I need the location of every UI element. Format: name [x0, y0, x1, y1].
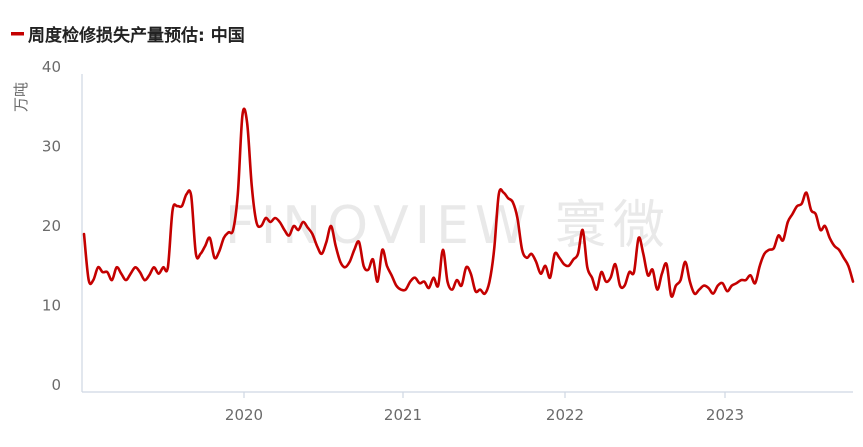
watermark-text: FINOVIEW 寰微 [225, 196, 671, 256]
watermark: FINOVIEW 寰微 [225, 196, 671, 256]
legend-swatch [11, 32, 24, 36]
x-tick-label: 2022 [546, 406, 584, 424]
legend-label: 周度检修损失产量预估: 中国 [28, 25, 245, 46]
y-axis-label: 万吨 [12, 82, 30, 112]
y-tick-label: 20 [42, 217, 61, 235]
x-axis: 2020 2021 2022 2023 [225, 392, 744, 424]
legend: 周度检修损失产量预估: 中国 [11, 25, 245, 46]
series-line [82, 107, 855, 298]
x-tick-label: 2020 [225, 406, 263, 424]
y-tick-label: 40 [42, 58, 61, 76]
y-tick-label: 10 [42, 297, 61, 315]
y-tick-label: 0 [51, 376, 61, 394]
x-tick-label: 2021 [384, 406, 422, 424]
y-tick-label: 30 [42, 138, 61, 156]
y-axis: 0 10 20 30 40 [42, 58, 61, 394]
x-tick-label: 2023 [706, 406, 744, 424]
